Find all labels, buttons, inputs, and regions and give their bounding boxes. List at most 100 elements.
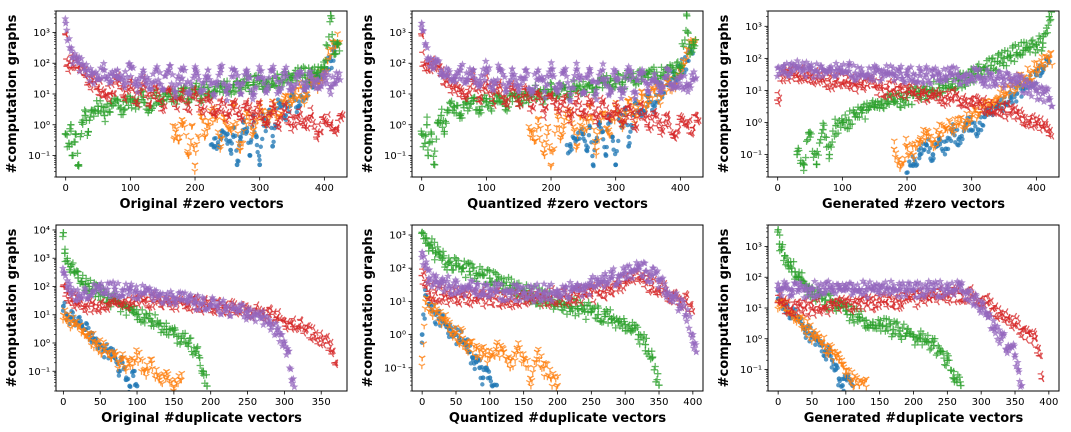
data-point xyxy=(916,136,924,143)
data-point xyxy=(204,122,212,129)
data-point xyxy=(204,93,211,101)
data-point xyxy=(118,300,125,307)
scatter-point xyxy=(234,148,239,153)
scatter-point xyxy=(926,149,931,155)
data-point xyxy=(74,274,82,282)
data-point xyxy=(127,383,133,389)
scatter-point xyxy=(219,296,228,304)
data-point xyxy=(177,334,185,342)
data-point xyxy=(333,75,342,83)
scatter-point xyxy=(547,58,556,67)
x-tick-label: 100 xyxy=(127,397,146,408)
scatter-point xyxy=(243,311,252,320)
data-point xyxy=(228,304,237,313)
data-point xyxy=(1045,93,1054,101)
scatter-point xyxy=(503,107,511,115)
data-point xyxy=(188,123,196,130)
data-point xyxy=(217,97,224,105)
scatter-point xyxy=(897,62,906,70)
scatter-point xyxy=(513,93,519,101)
scatter-point xyxy=(242,121,250,128)
scatter-point xyxy=(68,59,77,68)
scatter-point xyxy=(209,295,218,304)
scatter-points xyxy=(58,229,339,391)
scatter-point xyxy=(906,62,915,71)
scatter-point xyxy=(231,303,240,312)
data-point xyxy=(896,69,905,77)
data-point xyxy=(1006,109,1013,117)
scatter-point xyxy=(131,286,140,294)
data-point xyxy=(107,90,114,98)
data-point xyxy=(78,277,86,286)
scatter-point xyxy=(447,89,454,97)
scatter-point xyxy=(213,81,222,89)
data-point xyxy=(922,132,930,139)
data-point xyxy=(257,162,263,168)
y-tick-label: 10⁰ xyxy=(33,120,50,131)
data-point xyxy=(85,282,93,291)
data-point xyxy=(948,127,956,134)
data-point xyxy=(243,99,250,107)
scatter-point xyxy=(334,31,342,38)
data-point xyxy=(948,80,956,88)
scatter-point xyxy=(680,71,689,80)
scatter-point xyxy=(142,80,151,88)
x-tick-label: 100 xyxy=(833,183,852,194)
scatter-point xyxy=(604,144,609,150)
scatter-point xyxy=(167,290,176,298)
scatter-point xyxy=(106,108,114,116)
data-point xyxy=(172,129,180,136)
scatter-point xyxy=(159,299,168,307)
scatter-point xyxy=(122,311,130,319)
scatter-point xyxy=(1014,72,1023,81)
data-point xyxy=(652,103,657,109)
scatter-point xyxy=(77,294,86,302)
scatter-point xyxy=(537,72,546,81)
data-point xyxy=(482,95,490,103)
scatter-point xyxy=(322,41,330,49)
scatter-point xyxy=(936,75,945,84)
data-point xyxy=(975,127,981,133)
scatter-point xyxy=(946,67,955,76)
data-point xyxy=(192,347,200,356)
data-point xyxy=(81,288,90,297)
scatter-point xyxy=(549,72,558,81)
data-point xyxy=(217,143,225,150)
data-point xyxy=(122,363,130,370)
scatter-point xyxy=(1017,71,1026,80)
data-point xyxy=(942,82,950,90)
data-point xyxy=(126,95,134,103)
scatter-point xyxy=(134,294,143,302)
scatter-point xyxy=(617,94,626,102)
scatter-point xyxy=(452,71,461,79)
scatter-point xyxy=(640,68,649,77)
x-tick-label: 100 xyxy=(477,183,496,194)
data-point xyxy=(1019,80,1028,89)
data-point xyxy=(812,160,821,168)
scatter-point xyxy=(260,136,265,142)
scatter-point xyxy=(814,68,823,77)
scatter-point xyxy=(181,288,190,297)
scatter-point xyxy=(74,268,82,276)
data-point xyxy=(228,147,234,153)
scatter-point xyxy=(136,288,145,296)
scatter-point xyxy=(479,70,488,79)
data-point xyxy=(1019,113,1026,121)
scatter-point xyxy=(605,127,613,134)
scatter-point xyxy=(498,70,507,78)
scatter-point xyxy=(876,76,885,85)
data-point xyxy=(273,325,282,333)
data-point xyxy=(1039,39,1047,47)
scatter-point xyxy=(1029,36,1037,44)
data-point xyxy=(133,287,142,296)
data-point xyxy=(1045,13,1053,21)
scatter-point xyxy=(901,101,909,110)
scatter-point xyxy=(629,109,636,116)
data-point xyxy=(74,323,82,330)
scatter-point xyxy=(144,75,153,84)
scatter-point xyxy=(146,286,155,295)
data-point xyxy=(1039,60,1047,67)
data-point xyxy=(63,62,70,70)
scatter-point xyxy=(323,79,332,88)
series-purple xyxy=(773,56,1057,110)
